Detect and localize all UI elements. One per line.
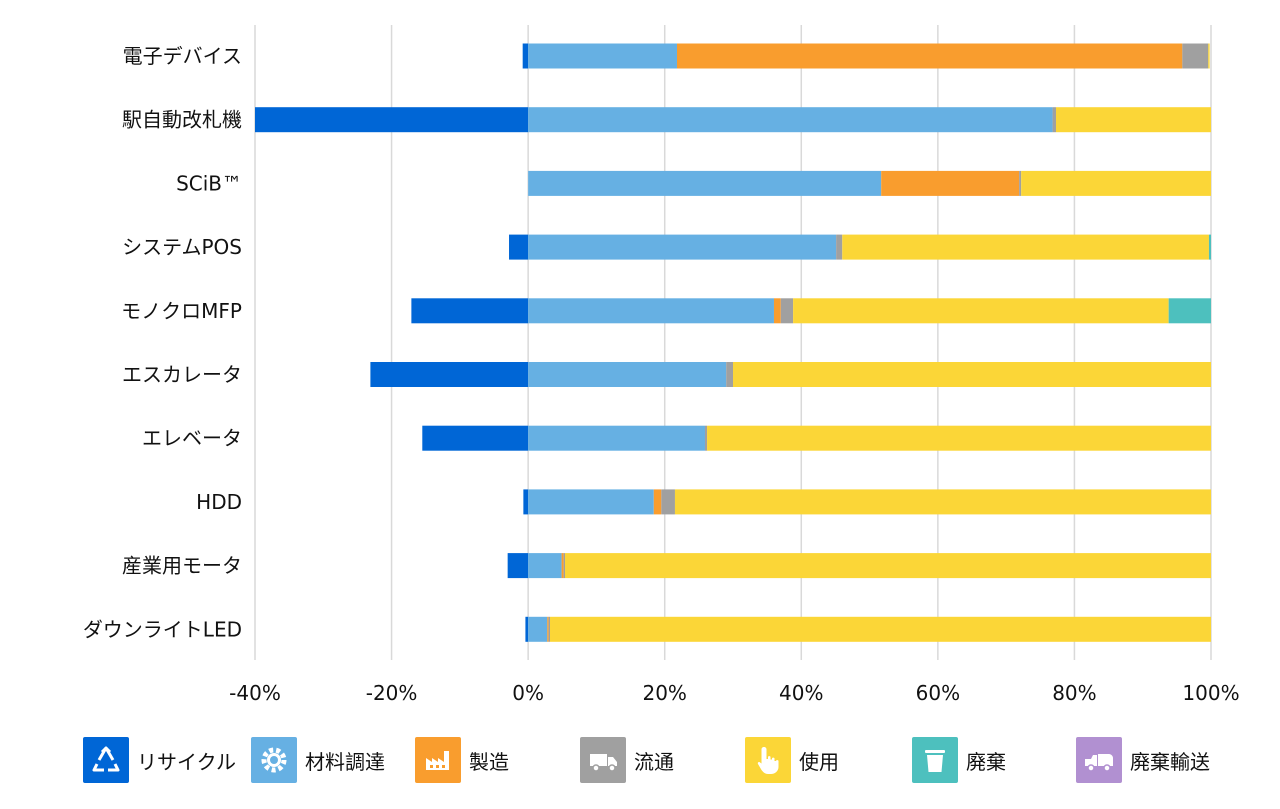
legend-item-distribution: 流通 — [580, 735, 674, 785]
category-label: 産業用モータ — [122, 554, 242, 578]
bar-segment — [563, 553, 566, 579]
bar-segment — [661, 489, 675, 515]
bar-segment — [773, 298, 781, 324]
bar-segment — [525, 616, 529, 642]
legend-item-material: 材料調達 — [251, 735, 385, 785]
legend-label: 使用 — [799, 749, 839, 774]
bar-segment — [836, 234, 843, 260]
bar-segment — [677, 43, 1183, 69]
factory-icon — [415, 737, 461, 783]
category-label: エスカレータ — [122, 363, 242, 387]
bar-segment — [528, 425, 706, 451]
bar-segment — [522, 43, 529, 69]
gear-icon — [251, 737, 297, 783]
bar-segments — [255, 43, 1211, 642]
bar-segment — [674, 489, 1211, 515]
bar-segment — [548, 616, 550, 642]
bar-segment — [780, 298, 794, 324]
x-tick-label: 40% — [779, 681, 823, 705]
bar-segment — [528, 362, 727, 387]
category-label: SCiB™ — [176, 171, 242, 195]
legend: リサイクル 材料調達 製造 流通 使用 廃棄 廃棄輸送 — [0, 735, 1280, 785]
legend-item-waste-transport: 廃棄輸送 — [1076, 735, 1210, 785]
trash-icon — [912, 737, 958, 783]
truck-icon — [580, 737, 626, 783]
bar-segment — [523, 489, 529, 515]
legend-item-disposal: 廃棄 — [912, 735, 1006, 785]
bar-segment — [1208, 43, 1210, 69]
legend-label: 材料調達 — [305, 749, 385, 774]
bar-segment — [1182, 43, 1209, 69]
legend-label: 廃棄 — [966, 749, 1006, 774]
bar-segment — [509, 234, 529, 260]
bar-segment — [528, 298, 774, 324]
bar-segment — [561, 553, 564, 579]
x-tick-label: 100% — [1182, 681, 1239, 705]
bar-segment — [549, 616, 1211, 642]
bar-segment — [1021, 170, 1211, 196]
legend-label: 廃棄輸送 — [1130, 749, 1210, 774]
bar-segment — [528, 43, 678, 69]
bar-segment — [1168, 298, 1211, 324]
bar-segment — [1055, 107, 1211, 133]
legend-item-recycle: リサイクル — [83, 735, 236, 785]
bar-segment — [726, 362, 733, 387]
bar-segment — [881, 170, 1020, 196]
waste-truck-icon — [1076, 737, 1122, 783]
hand-pointer-icon — [745, 737, 791, 783]
bar-segment — [733, 362, 1211, 387]
category-label: 電子デバイス — [123, 44, 242, 68]
bar-segment — [653, 489, 662, 515]
category-label: 駅自動改札機 — [122, 108, 242, 132]
bar-segment — [1052, 107, 1056, 133]
legend-label: 流通 — [634, 749, 674, 774]
category-label: モノクロMFP — [121, 299, 242, 323]
category-label: HDD — [196, 490, 242, 514]
bar-segment — [707, 425, 1211, 451]
recycle-icon — [83, 737, 129, 783]
x-tick-label: -20% — [366, 681, 418, 705]
bar-segment — [705, 425, 708, 451]
bar-segment — [565, 553, 1211, 579]
x-tick-label: 0% — [512, 681, 544, 705]
bar-segment — [1208, 234, 1211, 260]
category-label: システムPOS — [122, 235, 242, 259]
x-tick-label: 20% — [642, 681, 686, 705]
x-tick-label: -40% — [229, 681, 281, 705]
category-label: エレベータ — [142, 426, 242, 450]
bar-segment — [547, 616, 549, 642]
x-tick-label: 60% — [916, 681, 960, 705]
legend-item-use: 使用 — [745, 735, 839, 785]
bar-segment — [422, 425, 529, 451]
bar-segment — [528, 616, 548, 642]
bar-segment — [507, 553, 529, 579]
bar-segment — [528, 489, 654, 515]
legend-item-manufacturing: 製造 — [415, 735, 509, 785]
bar-segment — [255, 107, 529, 133]
bar-segment — [1019, 170, 1022, 196]
legend-label: 製造 — [469, 749, 509, 774]
bar-segment — [528, 107, 1053, 133]
category-label: ダウンライトLED — [83, 617, 242, 641]
bar-segment — [528, 234, 837, 260]
bar-segment — [370, 362, 529, 387]
bar-segment — [528, 170, 882, 196]
legend-label: リサイクル — [137, 749, 236, 774]
bar-segment — [842, 234, 1209, 260]
x-tick-labels: -40% -20% 0% 20% 40% 60% 80% 100% — [229, 681, 1239, 705]
bar-segment — [411, 298, 529, 324]
bar-segment — [528, 553, 562, 579]
bar-segment — [793, 298, 1169, 324]
x-tick-label: 80% — [1052, 681, 1096, 705]
